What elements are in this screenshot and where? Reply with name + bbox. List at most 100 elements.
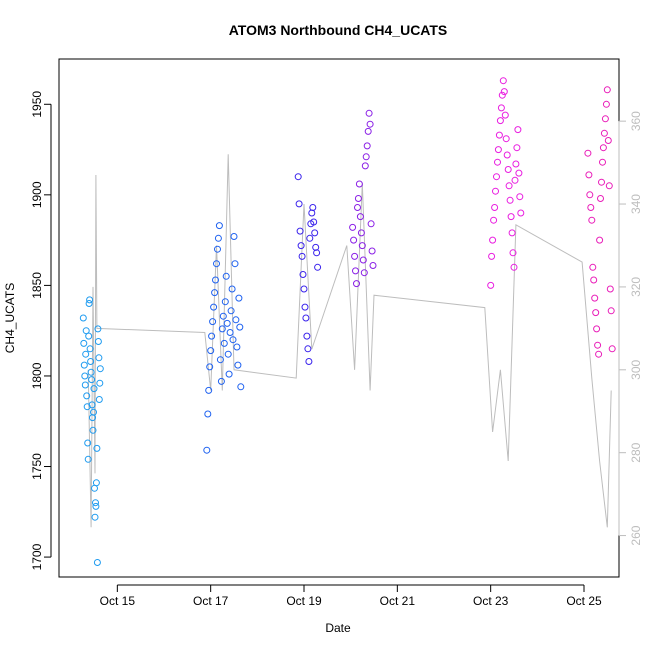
data-point [84, 439, 92, 447]
data-point [354, 195, 362, 202]
data-point [599, 144, 607, 152]
x-tick-label: Oct 17 [193, 594, 229, 608]
x-tick-label: Oct 19 [286, 594, 322, 608]
data-point [299, 271, 307, 278]
data-point [366, 120, 374, 128]
data-point [88, 401, 96, 409]
data-point [508, 229, 516, 237]
y-tick-label: 1950 [30, 91, 44, 118]
x-axis: Oct 15 Oct 17 Oct 19 Oct 21 Oct 23 Oct 25 [100, 584, 602, 608]
y2-tick-label: 340 [629, 194, 643, 214]
data-point [587, 204, 595, 211]
data-point [92, 479, 100, 487]
data-point [81, 372, 89, 380]
data-point [84, 455, 92, 463]
data-point [95, 354, 103, 362]
data-point [608, 345, 616, 353]
data-point [502, 135, 510, 143]
data-point [294, 173, 302, 181]
y2-tick-label: 280 [629, 442, 643, 462]
data-point [500, 88, 508, 96]
data-point [211, 289, 219, 297]
data-point [588, 216, 596, 224]
data-point [94, 325, 102, 333]
data-point [368, 247, 376, 255]
y-tick-label: 1750 [30, 453, 44, 480]
data-point [94, 338, 102, 345]
data-point [509, 249, 517, 257]
data-point [354, 204, 361, 211]
data-point [237, 383, 245, 391]
data-point [367, 220, 375, 228]
data-point [207, 347, 215, 355]
data-point [604, 137, 612, 144]
data-point [493, 173, 500, 181]
data-point [514, 126, 522, 134]
data-point [512, 160, 520, 168]
data-point [217, 377, 225, 385]
x-tick-label: Oct 25 [566, 594, 602, 608]
data-point [349, 223, 357, 231]
y-tick-label: 1800 [30, 362, 44, 389]
data-point [95, 396, 103, 403]
data-point [214, 245, 221, 253]
y2-tick-label: 360 [629, 111, 643, 131]
data-point [591, 294, 599, 302]
y2-tick-label: 320 [629, 277, 643, 297]
y-axis-left: 1700 1750 1800 1850 1900 1950 [30, 91, 52, 570]
data-point [222, 272, 230, 280]
data-point [496, 117, 504, 125]
data-point [205, 386, 213, 394]
data-point [86, 296, 94, 304]
data-point [360, 269, 368, 277]
y-axis-right: 260 280 300 320 340 360 [618, 111, 643, 546]
data-point [87, 358, 95, 365]
data-point [232, 316, 240, 324]
data-point [304, 345, 312, 353]
data-point [489, 236, 497, 244]
data-point [213, 260, 220, 268]
data-point [300, 285, 308, 293]
data-point [353, 280, 360, 288]
data-point [81, 381, 89, 389]
data-point [226, 329, 234, 336]
data-point [364, 127, 372, 135]
data-point [228, 285, 236, 293]
data-point [233, 343, 241, 351]
data-point [359, 256, 367, 264]
x-tick-label: Oct 15 [100, 594, 136, 608]
data-point [86, 345, 94, 353]
data-point [357, 229, 365, 237]
data-point [220, 339, 228, 347]
plot-frame [58, 58, 620, 578]
y-tick-label: 1700 [30, 543, 44, 570]
data-point [350, 236, 358, 244]
data-point [488, 252, 496, 260]
data-point [594, 341, 602, 349]
data-point [208, 332, 216, 340]
data-point [311, 229, 319, 237]
data-point [85, 332, 93, 340]
data-point [309, 204, 317, 211]
data-point [595, 350, 603, 358]
data-point [499, 77, 507, 85]
data-point [301, 303, 309, 311]
data-point [487, 281, 495, 289]
data-point [216, 356, 224, 364]
data-point [219, 312, 227, 320]
data-point [596, 236, 604, 244]
data-point [313, 249, 321, 257]
data-point [214, 234, 222, 242]
data-point [506, 196, 514, 204]
data-point [206, 363, 214, 371]
data-point [79, 314, 87, 322]
y2-tick-label: 260 [629, 525, 643, 545]
data-point [490, 216, 498, 224]
data-point [295, 200, 303, 208]
data-point [589, 263, 597, 271]
data-point [602, 100, 610, 108]
data-point [363, 142, 371, 150]
data-point [605, 182, 613, 190]
x-tick-label: Oct 21 [380, 594, 416, 608]
data-point [92, 499, 99, 507]
